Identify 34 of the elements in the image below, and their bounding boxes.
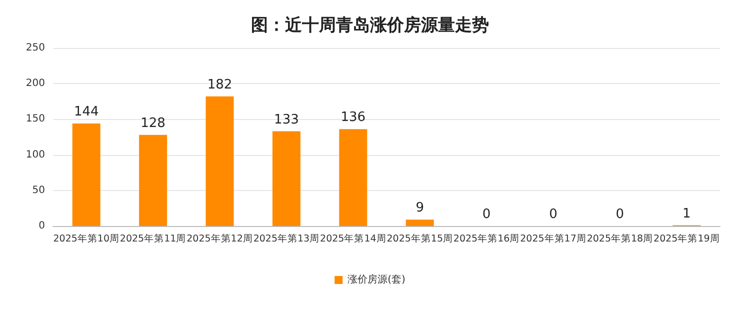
- data-label: 133: [274, 112, 299, 128]
- data-label: 0: [482, 207, 491, 222]
- x-tick-label: 2025年第19周: [654, 232, 720, 244]
- x-tick-label: 2025年第17周: [520, 232, 586, 244]
- data-label: 0: [549, 207, 558, 222]
- data-label: 0: [616, 207, 624, 222]
- data-label: 182: [207, 77, 232, 92]
- bar: [406, 220, 434, 226]
- data-label: 9: [416, 200, 424, 216]
- x-tick-label: 2025年第14周: [320, 232, 386, 244]
- x-tick-label: 2025年第13周: [253, 232, 320, 244]
- data-label: 1: [682, 206, 691, 222]
- bar: [72, 123, 100, 226]
- x-tick-label: 2025年第12周: [186, 232, 253, 244]
- x-tick-label: 2025年第11周: [120, 232, 186, 244]
- x-tick-label: 2025年第15周: [386, 232, 453, 244]
- x-tick-label: 2025年第16周: [453, 232, 520, 244]
- bar: [339, 129, 368, 226]
- data-label: 136: [340, 110, 366, 126]
- chart-title: 图：近十周青岛涨价房源量走势: [251, 16, 489, 36]
- y-tick-label: 100: [26, 149, 45, 160]
- bar: [139, 134, 168, 226]
- x-tick-label: 2025年第10周: [53, 232, 120, 244]
- bar: [272, 131, 300, 226]
- y-tick-label: 150: [26, 114, 45, 125]
- y-tick-label: 200: [26, 78, 45, 90]
- data-label: 128: [140, 116, 166, 131]
- y-tick-label: 0: [38, 220, 45, 232]
- y-tick-label: 250: [26, 42, 45, 54]
- y-tick-label: 50: [32, 184, 45, 196]
- legend-label: 涨价房源(套): [348, 274, 406, 286]
- x-tick-label: 2025年第18周: [586, 232, 654, 244]
- bar: [206, 96, 234, 226]
- data-label: 144: [74, 104, 99, 120]
